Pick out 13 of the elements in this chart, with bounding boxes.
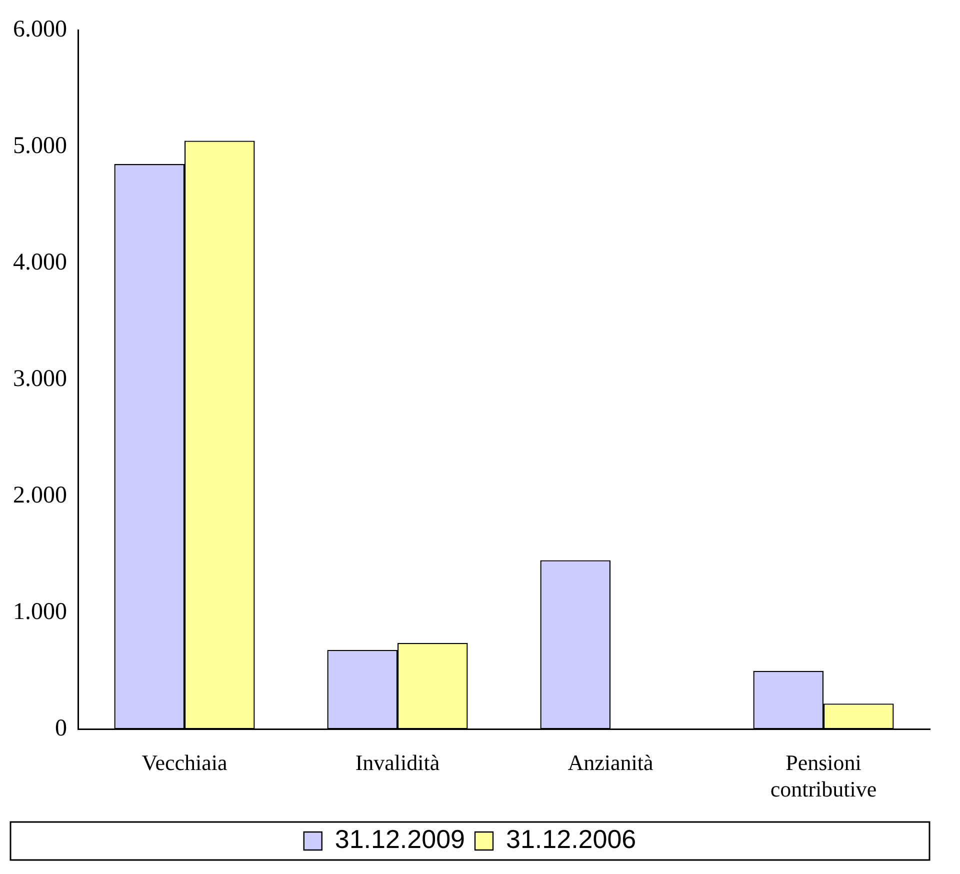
x-tick-label: Invalidità xyxy=(355,750,440,776)
y-tick-label: 4.000 xyxy=(13,249,67,276)
y-tick-label: 0 xyxy=(55,715,67,742)
y-tick-label: 5.000 xyxy=(13,132,67,159)
y-tick-label: 3.000 xyxy=(13,366,67,392)
legend-label: 31.12.2009 xyxy=(334,824,466,854)
x-tick-label: Pensioni contributive xyxy=(770,750,877,802)
legend-label: 31.12.2006 xyxy=(506,824,636,854)
x-tick-label: Vecchiaia xyxy=(142,750,228,776)
y-tick-label: 1.000 xyxy=(13,598,67,625)
y-tick-label: 2.000 xyxy=(13,482,67,508)
x-tick-label: Anzianità xyxy=(568,750,654,776)
y-tick-label: 6.000 xyxy=(13,16,67,42)
